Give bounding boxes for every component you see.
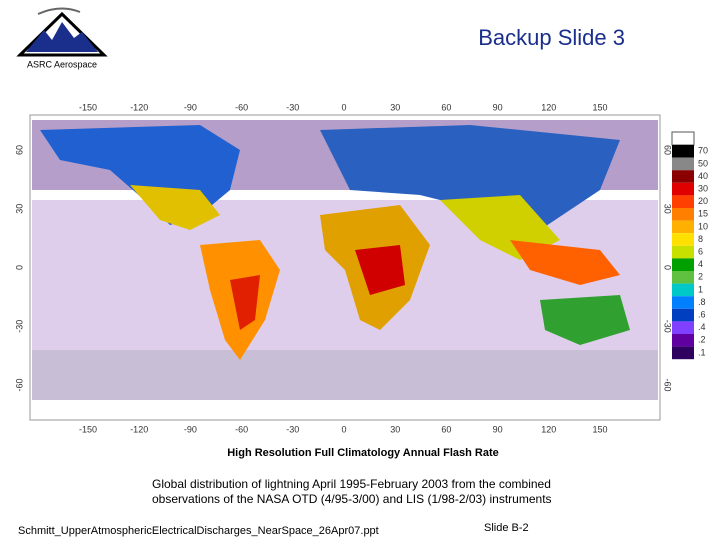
colorbar-label: .1 [698,347,706,357]
lon-label: 60 [441,424,451,434]
lon-label: 30 [390,424,400,434]
colorbar-swatch [672,157,694,171]
colorbar-label: .6 [698,309,706,319]
colorbar-swatch [672,208,694,221]
lon-label: -30 [286,424,299,434]
footer-file: Schmitt_UpperAtmosphericElectricalDischa… [18,525,379,537]
colorbar-label: 70 [698,146,708,156]
lon-label: 90 [493,424,503,434]
colorbar-label: 8 [698,234,703,244]
lon-label: -60 [235,102,248,112]
colorbar-label: 6 [698,246,703,256]
colorbar-swatch [672,283,694,297]
lon-label: 30 [390,102,400,112]
lon-label: 0 [341,102,346,112]
colorbar-swatch [672,296,694,309]
colorbar-swatch [672,334,694,347]
lon-label: -30 [286,102,299,112]
lat-label: -60 [14,378,24,391]
colorbar-swatch [672,258,694,271]
lat-label: 60 [14,145,24,155]
lon-label: -90 [184,424,197,434]
lon-label: 0 [341,424,346,434]
lon-label: -150 [79,424,97,434]
lon-label: 150 [592,102,607,112]
colorbar-swatch [672,195,694,208]
lat-label: 0 [663,265,673,270]
colorbar-swatch [672,182,694,196]
footer-slide: Slide B-2 [484,522,529,534]
caption-line: Global distribution of lightning April 1… [152,477,551,491]
colorbar-label: .2 [698,335,706,345]
lat-label: -60 [663,378,673,391]
colorbar-label: 4 [698,259,703,269]
logo [16,7,108,57]
lat-label: 0 [14,265,24,270]
colorbar-label: 30 [698,183,708,193]
colorbar-label: 10 [698,221,708,231]
lat-label: 30 [663,204,673,214]
lightning-map [29,114,661,421]
logo-text: ASRC Aerospace [27,59,97,69]
lon-label: -90 [184,102,197,112]
lat-label: 60 [663,145,673,155]
figure-title: High Resolution Full Climatology Annual … [227,447,499,459]
colorbar-swatch [672,271,694,284]
colorbar-label: 20 [698,196,708,206]
slide-title: Backup Slide 3 [478,25,625,50]
colorbar-label: .4 [698,322,706,332]
lon-label: -60 [235,424,248,434]
lat-label: -30 [663,320,673,333]
colorbar-swatch [672,245,694,259]
colorbar-swatch [672,346,694,360]
colorbar-swatch [672,233,694,246]
colorbar: 70 50 40 30 20 15 10 8 6 4 2 1 .8 .6 .4 .2 .1 [671,131,708,360]
colorbar-label: 40 [698,171,708,181]
colorbar-swatch [672,308,694,322]
colorbar-swatch [672,170,694,183]
lon-label: 60 [441,102,451,112]
lon-label: 120 [541,424,556,434]
lon-label: -120 [130,424,148,434]
lon-label: 90 [493,102,503,112]
lon-label: -120 [130,102,148,112]
colorbar-swatch [672,321,694,334]
colorbar-label: 1 [698,284,703,294]
colorbar-label: 15 [698,209,708,219]
colorbar-label: 50 [698,158,708,168]
colorbar-label: .8 [698,297,706,307]
lat-label: -30 [14,320,24,333]
colorbar-swatch [672,145,694,158]
lat-label: 30 [14,204,24,214]
lon-label: 150 [592,424,607,434]
colorbar-label: 2 [698,272,703,282]
lon-label: 120 [541,102,556,112]
lon-label: -150 [79,102,97,112]
colorbar-swatch [672,220,694,234]
caption-line: observations of the NASA OTD (4/95-3/00)… [152,492,552,506]
